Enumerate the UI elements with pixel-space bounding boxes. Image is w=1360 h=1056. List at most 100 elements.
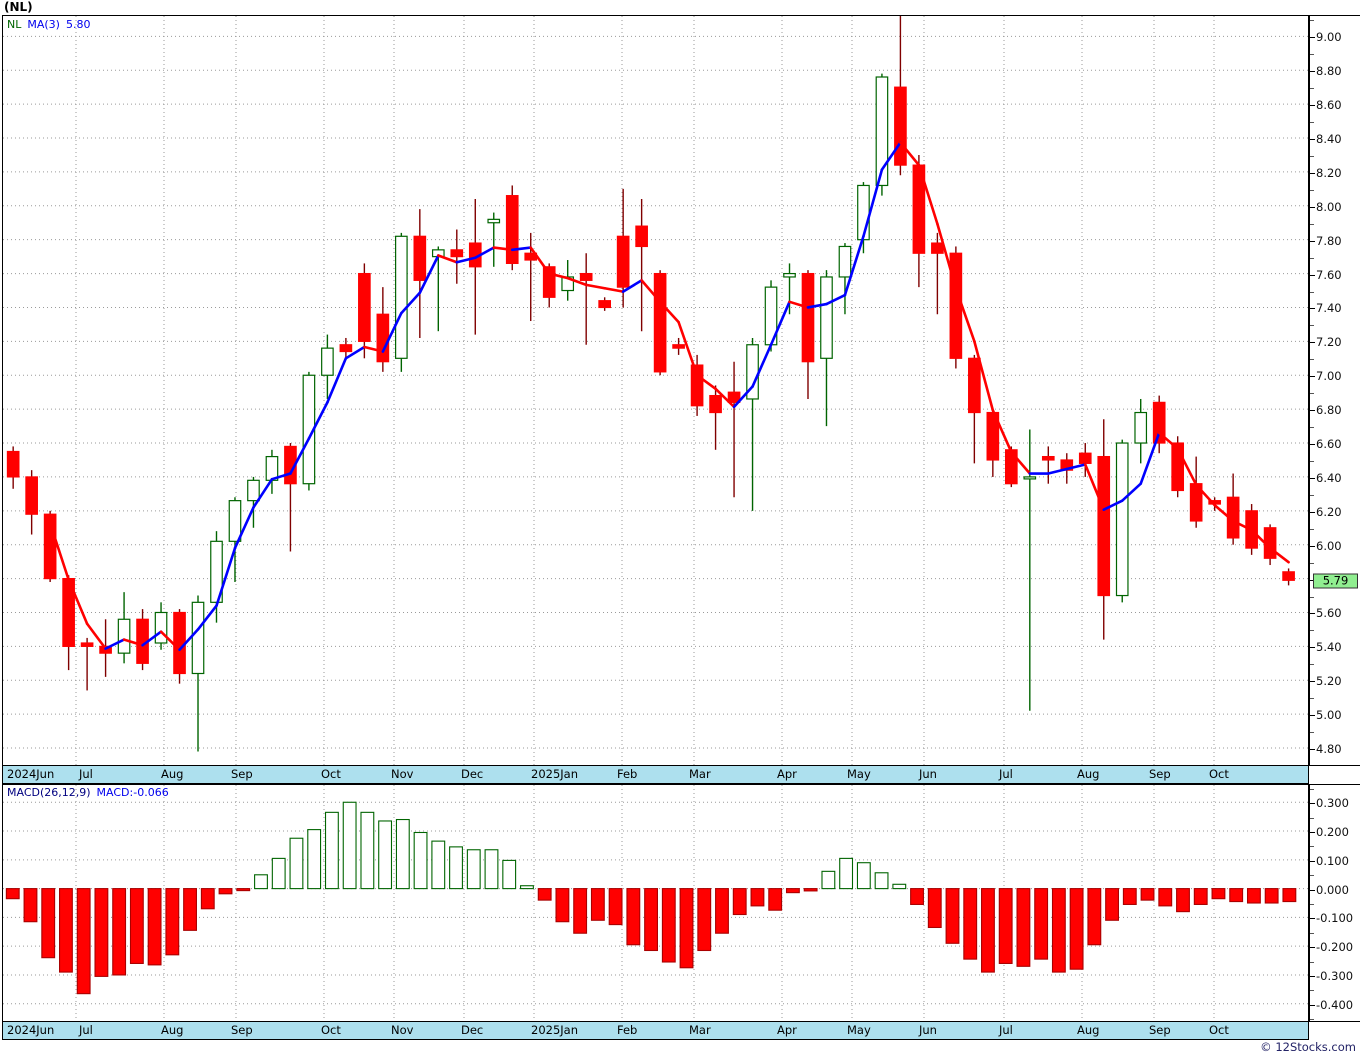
price-axis-label: 7.00	[1316, 369, 1342, 384]
price-axis-label: 4.80	[1316, 742, 1342, 757]
price-axis-minor-tick	[1310, 732, 1314, 734]
date-axis-label: Nov	[391, 1023, 414, 1037]
macd-axis-minor-tick	[1310, 904, 1314, 905]
price-axis-tick	[1310, 105, 1315, 107]
macd-axis-label: 0.100	[1316, 853, 1349, 868]
price-axis-label: 6.00	[1316, 538, 1342, 553]
macd-axis-minor-tick	[1310, 990, 1314, 992]
price-axis-tick	[1310, 545, 1315, 547]
date-axis-label: Jul	[999, 767, 1013, 781]
candlesticks	[6, 16, 1295, 752]
price-axis-tick	[1310, 240, 1315, 242]
price-axis-minor-tick	[1310, 393, 1314, 395]
macd-axis-label: -0.300	[1316, 968, 1354, 983]
price-axis-tick	[1310, 376, 1315, 378]
price-axis-minor-tick	[1310, 359, 1314, 361]
date-axis-label: 2024Jun	[7, 1023, 55, 1037]
macd-axis-minor-tick	[1310, 961, 1314, 963]
legend-ma-label: MA(3)	[27, 18, 60, 31]
price-axis-label: 6.20	[1316, 504, 1342, 519]
date-axis-label: Sep	[1149, 767, 1171, 781]
macd-axis-label: -0.200	[1316, 940, 1354, 955]
price-axis-minor-tick	[1310, 88, 1314, 90]
price-axis-tick	[1310, 511, 1315, 513]
date-axis-macd: 2024Jun Jul Aug Sep Oct Nov Dec 2025Jan Feb Mar Ap…	[2, 1022, 1309, 1040]
price-axis-label: 9.00	[1316, 30, 1342, 45]
price-axis-tick	[1310, 749, 1315, 751]
legend-ma-value: 5.80	[65, 18, 91, 31]
price-axis-label: 6.60	[1316, 437, 1342, 452]
macd-axis-tick	[1310, 1004, 1315, 1006]
price-axis-tick	[1310, 139, 1315, 140]
macd-axis-tick	[1310, 918, 1315, 920]
page-title: (NL)	[4, 0, 33, 14]
price-axis-label: 5.60	[1316, 606, 1342, 621]
macd-axis-label: 0.300	[1316, 796, 1349, 811]
price-axis-minor-tick	[1310, 528, 1314, 530]
price-axis-tick	[1310, 37, 1315, 39]
price-axis-tick	[1310, 342, 1315, 344]
price-axis-minor-tick	[1310, 20, 1314, 22]
price-axis-minor-tick	[1310, 494, 1314, 496]
macd-axis-label: 0.200	[1316, 825, 1349, 840]
price-axis-minor-tick	[1310, 155, 1314, 157]
price-axis-minor-tick	[1310, 189, 1314, 191]
legend-macd-label: MACD(26,12,9)	[7, 786, 91, 799]
macd-legend: MACD(26,12,9) MACD:-0.066	[7, 786, 169, 799]
macd-axis-minor-tick	[1310, 788, 1314, 790]
price-axis-tick	[1310, 71, 1315, 73]
date-axis-label: Jul	[79, 767, 93, 781]
price-axis-label: 5.20	[1316, 674, 1342, 689]
macd-axis-minor-tick	[1310, 846, 1314, 848]
macd-axis-tick	[1310, 889, 1315, 891]
macd-bars	[5, 801, 1297, 995]
date-axis-label: Nov	[391, 767, 414, 781]
price-axis-tick	[1310, 274, 1315, 276]
price-axis-tick	[1310, 715, 1315, 717]
last-price-badge: 5.79	[1313, 573, 1358, 589]
date-axis-price: 2024Jun Jul Aug Sep Oct Nov Dec 2025Jan Feb Mar Ap…	[2, 766, 1309, 784]
price-axis-label: 7.20	[1316, 335, 1342, 350]
date-axis-label: Jun	[919, 1023, 937, 1037]
macd-axis-label: -0.100	[1316, 911, 1354, 926]
macd-axis-tick	[1310, 860, 1315, 862]
date-axis-label: Oct	[1209, 767, 1229, 781]
macd-chart-panel[interactable]: MACD(26,12,9) MACD:-0.066	[2, 784, 1309, 1022]
price-axis-tick	[1310, 477, 1315, 479]
price-gridlines	[3, 16, 1308, 765]
price-axis-label: 5.40	[1316, 640, 1342, 655]
date-axis-label: 2025Jan	[531, 1023, 578, 1037]
date-axis-label: Oct	[1209, 1023, 1229, 1037]
price-axis-tick	[1310, 206, 1315, 208]
price-axis-minor-tick	[1310, 325, 1314, 327]
price-axis-tick	[1310, 444, 1315, 446]
date-axis-label: Mar	[689, 1023, 711, 1037]
macd-axis: 0.300 0.200 0.100 0.000 -0.100 -0.200 -0.300 -0…	[1309, 784, 1360, 1022]
price-legend: NL MA(3) 5.80	[7, 18, 90, 31]
date-axis-label: Mar	[689, 767, 711, 781]
macd-axis-tick	[1310, 832, 1315, 834]
price-axis-label: 8.40	[1316, 132, 1342, 146]
date-axis-label: Jul	[999, 1023, 1013, 1037]
date-axis-label: Feb	[617, 767, 638, 781]
date-axis-label: Feb	[617, 1023, 638, 1037]
price-axis-minor-tick	[1310, 630, 1314, 632]
macd-axis-label: -0.400	[1316, 997, 1354, 1012]
price-axis-tick	[1310, 308, 1315, 310]
price-axis-label: 7.40	[1316, 301, 1342, 316]
price-candlestick-svg	[3, 16, 1308, 765]
date-axis-label: Jun	[919, 767, 937, 781]
price-axis-minor-tick	[1310, 664, 1314, 666]
date-axis-label: Aug	[161, 1023, 184, 1037]
price-axis-tick	[1310, 410, 1315, 412]
date-axis-label: Oct	[321, 1023, 341, 1037]
price-axis-label: 6.40	[1316, 470, 1342, 485]
price-axis-tick	[1310, 579, 1315, 581]
macd-axis-tick	[1310, 947, 1315, 949]
macd-axis-tick	[1310, 975, 1315, 977]
date-axis-label: Aug	[161, 767, 184, 781]
price-axis-minor-tick	[1310, 427, 1314, 429]
date-axis-label: May	[847, 1023, 871, 1037]
price-axis-label: 7.80	[1316, 233, 1342, 248]
price-chart-panel[interactable]: NL MA(3) 5.80	[2, 15, 1309, 766]
